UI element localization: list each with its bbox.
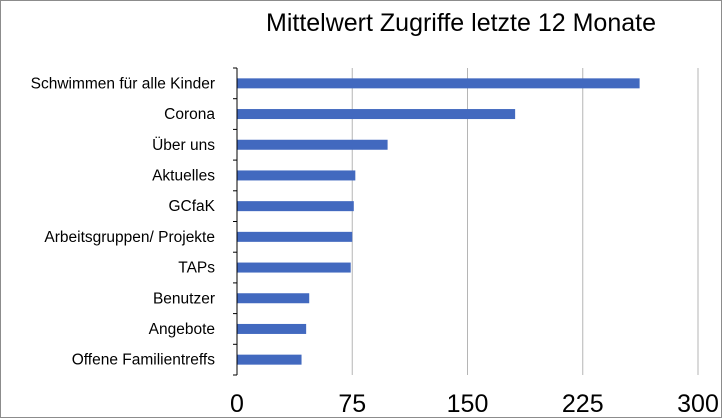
x-tick-label: 75: [338, 390, 366, 417]
bars: [237, 78, 640, 365]
bar: [237, 231, 353, 242]
x-tick-label: 150: [447, 390, 489, 417]
x-tick-label: 300: [677, 390, 719, 417]
category-label: Offene Familientreffs: [72, 352, 216, 369]
grid-lines: [233, 67, 699, 376]
x-tick-labels: 0 75 150 225 300: [230, 390, 719, 417]
chart-title: Mittelwert Zugriffe letzte 12 Monate: [266, 9, 656, 37]
bar: [237, 262, 351, 273]
bar: [237, 109, 516, 120]
bar: [237, 139, 388, 150]
category-label: Schwimmen für alle Kinder: [31, 75, 215, 92]
category-label: TAPs: [178, 260, 215, 277]
category-label: Benutzer: [153, 290, 215, 307]
category-label: Aktuelles: [152, 167, 215, 184]
bar: [237, 323, 307, 334]
category-label: Corona: [164, 106, 215, 123]
bar: [237, 354, 302, 365]
bar: [237, 78, 640, 89]
category-label: Angebote: [149, 321, 215, 338]
category-labels: Schwimmen für alle Kinder Corona Über uns A…: [31, 75, 216, 368]
bar: [237, 201, 354, 212]
category-label: GCfaK: [168, 198, 215, 215]
bar: [237, 170, 356, 181]
category-label: Arbeitsgruppen/ Projekte: [44, 229, 215, 246]
x-tick-label: 225: [562, 390, 604, 417]
bar: [237, 293, 310, 304]
x-tick-label: 0: [230, 390, 244, 417]
category-label: Über uns: [152, 136, 215, 154]
